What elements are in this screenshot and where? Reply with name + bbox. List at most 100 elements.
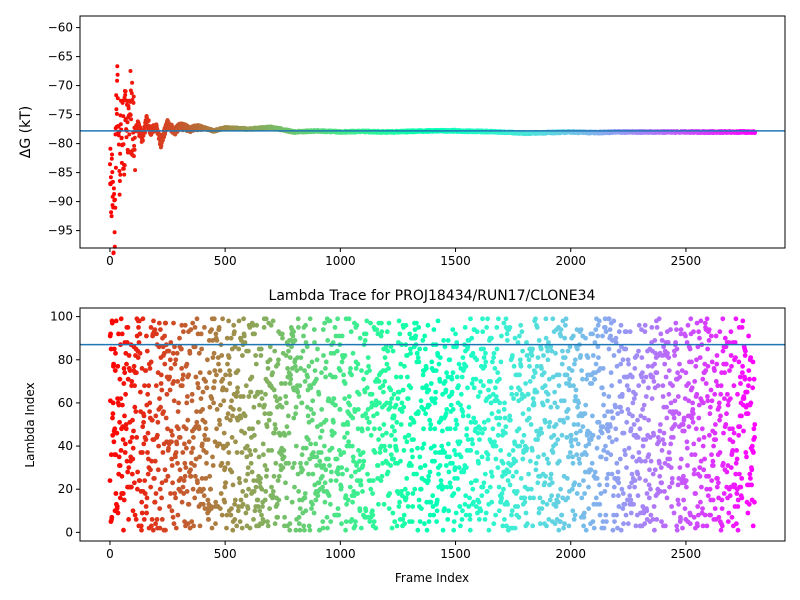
data-point bbox=[362, 338, 368, 343]
data-point bbox=[205, 437, 211, 442]
data-point bbox=[126, 106, 131, 111]
data-point bbox=[573, 387, 579, 393]
data-point bbox=[131, 94, 136, 99]
data-point bbox=[489, 335, 494, 341]
data-point bbox=[420, 372, 426, 378]
data-point bbox=[262, 411, 268, 417]
data-point bbox=[597, 501, 603, 507]
data-point bbox=[251, 404, 257, 410]
data-point bbox=[452, 426, 458, 432]
data-point bbox=[603, 512, 609, 518]
data-point bbox=[119, 135, 124, 140]
data-point bbox=[123, 441, 128, 447]
data-point bbox=[205, 497, 211, 503]
y-tick-label: −85 bbox=[48, 166, 73, 180]
data-point bbox=[572, 357, 578, 363]
data-point bbox=[145, 471, 151, 477]
data-point bbox=[152, 327, 158, 332]
data-point bbox=[262, 463, 268, 468]
data-point bbox=[585, 355, 591, 360]
data-point bbox=[352, 523, 358, 529]
data-point bbox=[566, 523, 572, 529]
data-point bbox=[557, 458, 562, 464]
data-point bbox=[434, 508, 440, 514]
data-point bbox=[479, 430, 485, 436]
data-point bbox=[436, 361, 442, 367]
data-point bbox=[113, 165, 118, 170]
data-point bbox=[162, 467, 168, 473]
data-point bbox=[374, 411, 380, 417]
data-point bbox=[440, 527, 446, 533]
data-point bbox=[580, 424, 586, 430]
data-point bbox=[148, 467, 153, 473]
data-point bbox=[432, 426, 438, 432]
data-point bbox=[449, 376, 455, 382]
data-point bbox=[428, 422, 434, 427]
data-point bbox=[263, 489, 269, 494]
data-point bbox=[291, 460, 297, 466]
data-point bbox=[363, 411, 369, 417]
data-point bbox=[346, 394, 352, 399]
data-point bbox=[573, 394, 578, 399]
data-point bbox=[240, 501, 246, 507]
data-point bbox=[311, 450, 316, 455]
data-point bbox=[365, 355, 371, 360]
data-point bbox=[146, 383, 152, 389]
data-point bbox=[189, 519, 195, 524]
data-point bbox=[450, 407, 456, 412]
data-point bbox=[187, 350, 193, 356]
data-point bbox=[124, 135, 129, 140]
data-point bbox=[305, 437, 311, 442]
data-point bbox=[302, 527, 307, 533]
data-point bbox=[596, 318, 602, 324]
data-point bbox=[496, 422, 502, 427]
data-point bbox=[137, 478, 143, 483]
data-point bbox=[258, 353, 264, 358]
y-tick-label: −75 bbox=[48, 108, 73, 122]
data-point bbox=[570, 454, 575, 460]
data-point bbox=[353, 519, 358, 524]
data-point bbox=[428, 426, 433, 432]
data-point bbox=[268, 411, 273, 417]
data-point bbox=[143, 437, 149, 442]
data-point bbox=[115, 64, 120, 69]
data-point bbox=[539, 366, 544, 371]
data-point bbox=[129, 379, 135, 384]
data-point bbox=[279, 331, 285, 337]
data-point bbox=[141, 413, 147, 419]
data-point bbox=[470, 486, 476, 492]
data-point bbox=[433, 389, 439, 395]
data-point bbox=[159, 143, 164, 148]
data-point bbox=[169, 508, 175, 514]
data-point bbox=[536, 338, 542, 343]
data-point bbox=[235, 385, 241, 391]
data-point bbox=[305, 413, 311, 419]
data-point bbox=[109, 210, 114, 215]
data-point bbox=[495, 465, 501, 470]
data-point bbox=[115, 363, 121, 369]
data-point bbox=[199, 441, 205, 447]
data-point bbox=[122, 172, 127, 177]
data-point bbox=[526, 471, 531, 477]
data-point bbox=[257, 402, 262, 408]
data-point bbox=[479, 454, 485, 460]
data-point bbox=[562, 335, 568, 341]
data-point bbox=[210, 463, 216, 468]
data-point bbox=[469, 437, 475, 442]
data-point bbox=[139, 527, 144, 533]
data-point bbox=[419, 506, 424, 511]
data-point bbox=[161, 409, 167, 414]
data-point bbox=[177, 467, 183, 473]
data-point bbox=[168, 366, 174, 371]
data-point bbox=[394, 419, 400, 425]
data-point bbox=[599, 430, 605, 436]
data-point bbox=[272, 430, 277, 436]
data-point bbox=[118, 396, 124, 401]
data-point bbox=[255, 497, 261, 503]
data-point bbox=[219, 512, 225, 518]
data-point bbox=[207, 404, 213, 410]
data-point bbox=[423, 411, 428, 417]
data-point bbox=[293, 363, 298, 369]
data-point bbox=[575, 422, 581, 427]
data-point bbox=[226, 450, 232, 455]
